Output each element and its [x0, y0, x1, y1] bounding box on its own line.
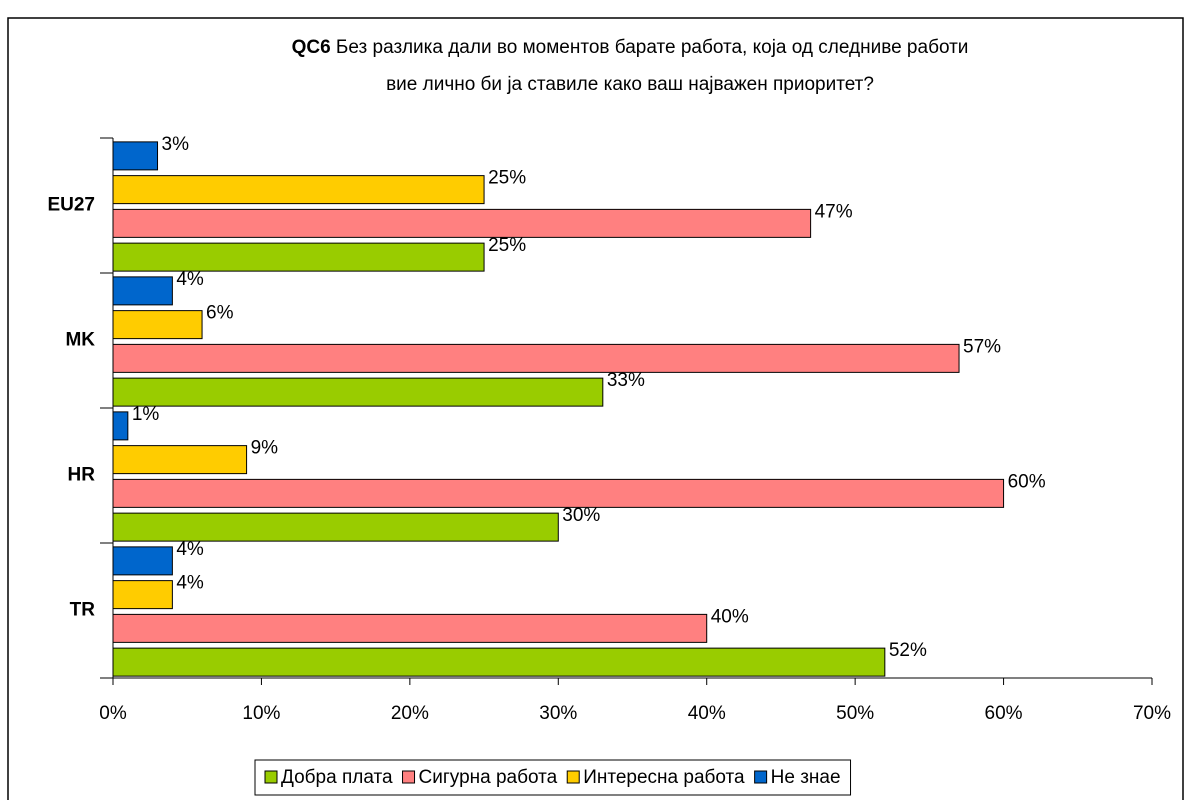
category-label: HR [68, 465, 96, 486]
data-label: 30% [562, 505, 600, 526]
data-label: 25% [488, 168, 526, 189]
x-tick-label: 30% [539, 703, 577, 724]
legend-label: Не знае [771, 767, 841, 788]
data-label: 4% [176, 269, 204, 290]
data-label: 4% [176, 573, 204, 594]
legend-label: Сигурна работа [419, 767, 558, 788]
x-tick-label: 70% [1133, 703, 1171, 724]
bar [112, 647, 886, 677]
legend-swatch [264, 770, 278, 784]
legend-box [254, 759, 852, 796]
category-label: TR [70, 600, 96, 621]
bar [112, 242, 485, 272]
data-label: 60% [1008, 471, 1046, 492]
legend-swatch [566, 770, 580, 784]
category-label: EU27 [47, 195, 95, 216]
bar [112, 208, 812, 238]
x-tick-label: 0% [99, 703, 127, 724]
chart-title: вие лично би ја ставиле како ваш најваже… [386, 74, 874, 95]
data-label: 52% [889, 640, 927, 661]
data-label: 25% [488, 235, 526, 256]
bar [112, 445, 248, 475]
x-tick-label: 10% [242, 703, 280, 724]
bar [112, 377, 604, 407]
data-label: 57% [963, 336, 1001, 357]
data-label: 47% [815, 201, 853, 222]
data-label: 9% [251, 438, 279, 459]
data-label: 3% [162, 134, 190, 155]
title-code: QC6 [292, 37, 331, 58]
x-tick-label: 50% [836, 703, 874, 724]
x-tick-label: 40% [688, 703, 726, 724]
bar [112, 175, 485, 205]
bar [112, 276, 173, 306]
title-line: Без разлика дали во моментов барате рабо… [336, 37, 969, 58]
chart-title: QC6 Без разлика дали во моментов барате … [292, 37, 969, 58]
legend-swatch [754, 770, 768, 784]
data-label: 33% [607, 370, 645, 391]
data-label: 6% [206, 303, 234, 324]
x-tick-label: 60% [985, 703, 1023, 724]
legend: Добра плата Сигурна работа Интересна работ… [254, 759, 852, 796]
bar [112, 343, 960, 373]
bar [112, 580, 173, 610]
data-label: 4% [176, 539, 204, 560]
bar [112, 411, 129, 441]
bar [112, 613, 708, 643]
bar [112, 546, 173, 576]
data-label: 1% [132, 404, 160, 425]
bar [112, 512, 559, 542]
data-label: 40% [711, 606, 749, 627]
legend-label: Добра плата [281, 767, 393, 788]
bar [112, 478, 1005, 508]
legend-swatch [402, 770, 416, 784]
x-tick-label: 20% [391, 703, 429, 724]
bar [112, 310, 203, 340]
legend-label: Интересна работа [583, 767, 745, 788]
category-label: MK [65, 330, 95, 351]
bar [112, 141, 159, 171]
